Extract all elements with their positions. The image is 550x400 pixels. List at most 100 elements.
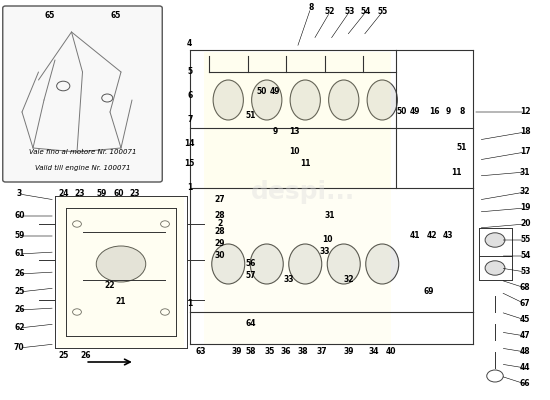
Ellipse shape xyxy=(250,244,283,284)
Ellipse shape xyxy=(290,80,320,120)
Text: 7: 7 xyxy=(187,116,192,124)
Text: 60: 60 xyxy=(14,212,25,220)
Text: 34: 34 xyxy=(368,348,379,356)
Text: Vale fino al motore Nr. 100071: Vale fino al motore Nr. 100071 xyxy=(29,149,136,155)
Text: Valid till engine Nr. 100071: Valid till engine Nr. 100071 xyxy=(35,165,130,171)
Text: 10: 10 xyxy=(289,148,300,156)
Text: 19: 19 xyxy=(520,204,531,212)
Text: 52: 52 xyxy=(325,8,335,16)
Text: 24: 24 xyxy=(58,190,69,198)
Text: 54: 54 xyxy=(520,252,530,260)
Text: 48: 48 xyxy=(520,348,531,356)
Ellipse shape xyxy=(327,244,360,284)
Ellipse shape xyxy=(289,244,322,284)
Text: 31: 31 xyxy=(324,212,336,220)
Text: 39: 39 xyxy=(231,348,242,356)
Text: 13: 13 xyxy=(289,128,300,136)
Text: 26: 26 xyxy=(14,270,25,278)
Text: 16: 16 xyxy=(429,108,440,116)
Text: 64: 64 xyxy=(245,320,256,328)
FancyBboxPatch shape xyxy=(3,6,162,182)
Text: 28: 28 xyxy=(214,228,225,236)
Text: 54: 54 xyxy=(361,8,371,16)
Text: 55: 55 xyxy=(520,236,530,244)
Text: 65: 65 xyxy=(111,12,120,20)
Text: 63: 63 xyxy=(195,348,206,356)
Text: 53: 53 xyxy=(520,268,530,276)
Text: 14: 14 xyxy=(184,140,195,148)
Text: 61: 61 xyxy=(14,250,25,258)
Text: 31: 31 xyxy=(520,168,531,176)
Text: 11: 11 xyxy=(300,160,311,168)
Ellipse shape xyxy=(366,244,399,284)
Text: 1: 1 xyxy=(187,184,192,192)
Text: 22: 22 xyxy=(104,282,116,290)
Text: 66: 66 xyxy=(520,380,531,388)
Text: 68: 68 xyxy=(520,284,531,292)
Text: 29: 29 xyxy=(214,240,225,248)
Text: 25: 25 xyxy=(14,288,24,296)
Text: 23: 23 xyxy=(129,190,140,198)
Text: 12: 12 xyxy=(520,108,531,116)
Text: 38: 38 xyxy=(297,348,308,356)
Text: 26: 26 xyxy=(14,306,25,314)
Text: 36: 36 xyxy=(280,348,292,356)
Text: 62: 62 xyxy=(14,324,25,332)
Text: 28: 28 xyxy=(214,212,225,220)
Ellipse shape xyxy=(213,80,243,120)
Text: 65: 65 xyxy=(45,12,54,20)
Ellipse shape xyxy=(367,80,397,120)
Text: 59: 59 xyxy=(97,190,107,198)
Text: 57: 57 xyxy=(245,272,256,280)
Text: 60: 60 xyxy=(113,190,124,198)
Text: 1: 1 xyxy=(187,300,192,308)
Text: 55: 55 xyxy=(377,8,387,16)
Text: 56: 56 xyxy=(245,260,255,268)
Text: 11: 11 xyxy=(451,168,462,176)
Text: 33: 33 xyxy=(319,248,330,256)
Text: 25: 25 xyxy=(58,352,68,360)
Text: 49: 49 xyxy=(270,88,280,96)
Text: despi...: despi... xyxy=(250,180,355,204)
Text: 37: 37 xyxy=(316,348,327,356)
Text: 15: 15 xyxy=(185,160,195,168)
Ellipse shape xyxy=(212,244,245,284)
Text: 39: 39 xyxy=(344,348,355,356)
Text: 8: 8 xyxy=(308,4,314,12)
Text: 33: 33 xyxy=(283,276,294,284)
Ellipse shape xyxy=(252,80,282,120)
Text: 67: 67 xyxy=(520,300,531,308)
Text: 59: 59 xyxy=(14,232,24,240)
Text: 70: 70 xyxy=(14,344,25,352)
Text: 9: 9 xyxy=(446,108,451,116)
Text: 51: 51 xyxy=(245,112,255,120)
Text: 47: 47 xyxy=(520,332,531,340)
Text: 20: 20 xyxy=(520,220,531,228)
Polygon shape xyxy=(58,196,184,348)
Text: 8: 8 xyxy=(459,108,465,116)
Text: 10: 10 xyxy=(322,236,333,244)
Circle shape xyxy=(96,246,146,282)
Text: 40: 40 xyxy=(385,348,396,356)
Text: 27: 27 xyxy=(214,196,225,204)
Polygon shape xyxy=(204,188,390,344)
Circle shape xyxy=(485,233,505,247)
Text: 18: 18 xyxy=(520,128,531,136)
Text: 45: 45 xyxy=(520,316,530,324)
Text: 50: 50 xyxy=(256,88,266,96)
Text: 4: 4 xyxy=(187,40,192,48)
Text: 3: 3 xyxy=(16,190,22,198)
Text: 30: 30 xyxy=(214,252,225,260)
Text: 43: 43 xyxy=(443,232,454,240)
Text: 42: 42 xyxy=(426,232,437,240)
Circle shape xyxy=(485,261,505,275)
Text: 2: 2 xyxy=(217,220,223,228)
Text: 58: 58 xyxy=(245,348,256,356)
Text: 6: 6 xyxy=(187,92,192,100)
Text: 41: 41 xyxy=(410,232,421,240)
Text: 35: 35 xyxy=(265,348,274,356)
Text: 44: 44 xyxy=(520,364,531,372)
Text: 23: 23 xyxy=(74,190,85,198)
Text: 69: 69 xyxy=(424,288,434,296)
Text: 32: 32 xyxy=(344,276,355,284)
